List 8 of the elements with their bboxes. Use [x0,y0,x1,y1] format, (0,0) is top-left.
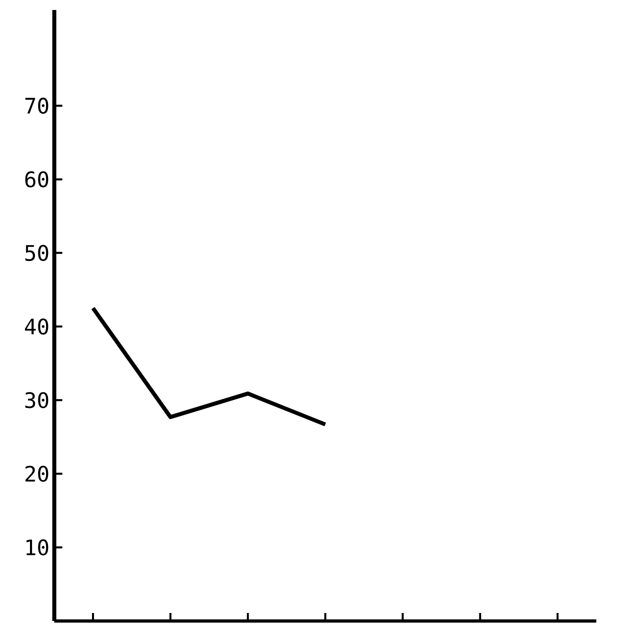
y-tick-label: 10 [26,539,48,556]
y-tick-label: 40 [24,318,48,335]
line-series [91,306,328,426]
y-tick-label: 70 [25,98,48,114]
y-tick-label: 50 [25,244,48,261]
y-tick-label: 30 [25,392,48,408]
y-tick-label: 60 [25,171,48,188]
y-tick-label: 20 [25,466,48,482]
